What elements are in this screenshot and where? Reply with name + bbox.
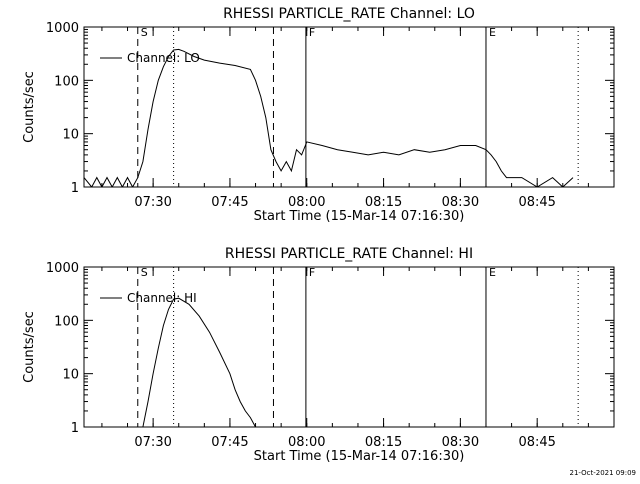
x-axis-label: Start Time (15-Mar-14 07:16:30) — [254, 209, 465, 224]
x-tick-label: 08:00 — [288, 195, 325, 210]
event-marker-label: S — [141, 26, 148, 39]
x-tick-label: 08:15 — [365, 435, 402, 450]
x-tick-label: 08:00 — [288, 435, 325, 450]
y-tick-label: 1 — [71, 181, 79, 196]
plot-frame — [83, 26, 615, 188]
event-marker-label: F — [309, 26, 315, 39]
series-line — [84, 48, 574, 187]
x-axis-label: Start Time (15-Mar-14 07:16:30) — [254, 449, 465, 464]
event-marker-label: S — [141, 266, 148, 279]
y-axis-label: Counts/sec — [22, 71, 37, 143]
y-tick-label: 10 — [62, 128, 79, 143]
y-tick-label: 10 — [62, 368, 79, 383]
event-marker-label: E — [489, 26, 496, 39]
y-tick-label: 100 — [54, 74, 79, 89]
chart-title: RHESSI PARTICLE_RATE Channel: LO — [223, 6, 475, 22]
y-tick-label: 1000 — [46, 261, 79, 276]
x-tick-label: 08:30 — [442, 435, 479, 450]
chart-title: RHESSI PARTICLE_RATE Channel: HI — [225, 246, 473, 262]
footer-timestamp: 21-Oct-2021 09:09 — [570, 469, 636, 477]
legend-label: Channel: HI — [127, 291, 197, 305]
chart-panel: RHESSI PARTICLE_RATE Channel: LO 1 10 100 10… — [22, 6, 615, 224]
event-marker-label: F — [309, 266, 315, 279]
x-tick-label: 08:30 — [442, 195, 479, 210]
legend-label: Channel: LO — [127, 51, 200, 65]
y-tick-label: 100 — [54, 314, 79, 329]
event-marker-label: E — [489, 266, 496, 279]
x-tick-label: 08:45 — [518, 435, 555, 450]
x-tick-label: 07:45 — [211, 435, 248, 450]
plot-frame — [83, 266, 615, 428]
x-tick-label: 07:45 — [211, 195, 248, 210]
x-tick-label: 07:30 — [134, 195, 171, 210]
y-axis-label: Counts/sec — [22, 311, 37, 383]
x-tick-label: 08:45 — [518, 195, 555, 210]
x-tick-label: 08:15 — [365, 195, 402, 210]
y-tick-label: 1 — [71, 421, 79, 436]
chart-panel: RHESSI PARTICLE_RATE Channel: HI 1 10 100 10… — [22, 246, 615, 464]
y-tick-label: 1000 — [46, 21, 79, 36]
x-tick-label: 07:30 — [134, 435, 171, 450]
series-line — [142, 297, 256, 427]
